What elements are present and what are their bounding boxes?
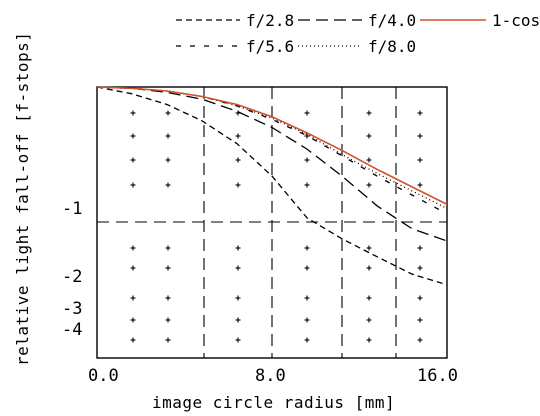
x-tick-label: 8.0	[255, 366, 286, 386]
y-tick-labels: -1 -2 -3 -4	[62, 199, 82, 340]
x-tick-label: 0.0	[88, 366, 119, 386]
legend-label-f40: f/4.0	[368, 11, 416, 30]
y-tick-label: -1	[62, 199, 82, 219]
series-group	[96, 86, 448, 286]
legend-label-f80: f/8.0	[368, 37, 416, 56]
series-line-1-cos4	[96, 86, 448, 206]
legend-label-f56: f/5.6	[246, 37, 294, 56]
y-tick-label: -4	[62, 320, 82, 340]
y-tick-label: -2	[62, 267, 82, 287]
y-axis-label: relative light fall-off [f-stops]	[13, 32, 32, 366]
x-tick-label: 16.0	[417, 366, 458, 386]
y-tick-label: -3	[62, 299, 82, 319]
legend-label-f28: f/2.8	[246, 11, 294, 30]
series-line-f-2-8	[96, 86, 448, 286]
legend: f/2.8 f/4.0 1-cos 4 f/5.6 f/8.0	[176, 8, 540, 56]
legend-label-cos4: 1-cos 4	[492, 8, 540, 30]
grid-plus-markers	[130, 110, 423, 343]
x-axis-label: image circle radius [mm]	[152, 393, 395, 412]
grid	[97, 87, 447, 358]
series-line-f-4-0	[96, 86, 448, 242]
x-tick-labels: 0.0 8.0 16.0	[88, 366, 458, 386]
legend-label-cos4-text: 1-cos	[492, 11, 540, 30]
